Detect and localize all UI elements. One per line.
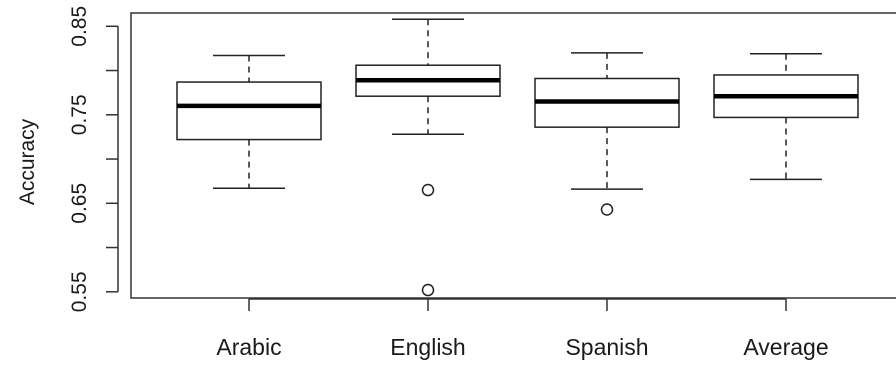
x-axis: Arabic English Spanish Average — [216, 298, 829, 360]
x-tick-label: English — [390, 334, 465, 360]
box-english — [355, 18, 501, 297]
y-tick-label: 0.65 — [68, 183, 91, 224]
outlier-point — [421, 283, 435, 297]
outlier-point — [421, 183, 435, 197]
box-series — [176, 18, 859, 297]
box-spanish — [534, 52, 680, 216]
y-axis-label: Accuracy — [16, 118, 39, 205]
x-tick-label: Average — [743, 334, 828, 360]
y-tick-label: 0.55 — [68, 271, 91, 312]
y-tick-label: 0.85 — [68, 6, 91, 47]
x-tick-label: Spanish — [565, 334, 648, 360]
plot-frame — [130, 12, 896, 299]
y-tick-label: 0.75 — [68, 94, 91, 135]
box-average — [713, 52, 859, 181]
outlier-point — [600, 203, 614, 216]
interquartile-box — [176, 81, 322, 141]
y-axis: 0.55 0.65 0.75 0.85 — [68, 6, 119, 312]
box-arabic — [176, 54, 322, 189]
x-tick-label: Arabic — [216, 334, 281, 360]
